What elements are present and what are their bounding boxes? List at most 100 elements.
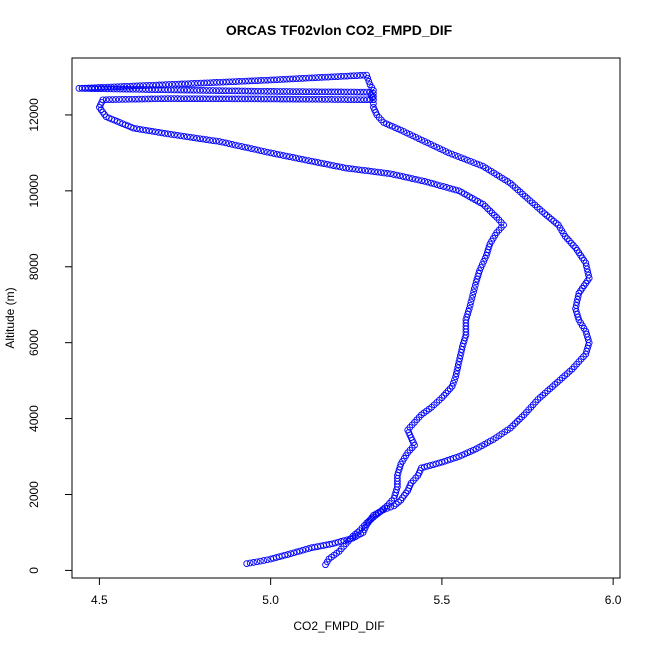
data-point bbox=[347, 88, 355, 96]
data-point bbox=[377, 169, 385, 176]
data-point bbox=[350, 88, 358, 96]
data-point bbox=[231, 87, 239, 95]
data-point bbox=[572, 305, 579, 312]
data-point bbox=[354, 529, 361, 536]
data-point bbox=[284, 551, 292, 558]
y-tick-label: 4000 bbox=[27, 405, 41, 432]
data-point bbox=[396, 172, 404, 180]
data-point bbox=[263, 556, 271, 564]
data-point bbox=[552, 219, 560, 227]
data-point bbox=[314, 159, 322, 166]
data-point bbox=[187, 86, 194, 94]
data-point bbox=[392, 500, 400, 508]
data-point bbox=[353, 96, 361, 103]
data-point bbox=[423, 462, 431, 470]
data-point bbox=[235, 87, 242, 95]
data-point bbox=[328, 96, 336, 103]
data-point bbox=[292, 154, 300, 162]
data-point bbox=[130, 124, 137, 132]
data-point bbox=[452, 370, 460, 378]
data-point bbox=[402, 173, 410, 181]
data-point bbox=[199, 135, 207, 143]
data-point bbox=[280, 76, 287, 83]
data-point bbox=[246, 559, 254, 567]
data-point bbox=[226, 78, 233, 86]
y-tick-label: 6000 bbox=[27, 329, 41, 356]
data-point bbox=[364, 167, 372, 175]
data-point bbox=[320, 160, 328, 168]
data-point bbox=[483, 252, 490, 259]
data-point bbox=[225, 140, 233, 147]
data-point bbox=[442, 389, 450, 397]
data-point bbox=[207, 79, 214, 87]
data-point bbox=[299, 546, 307, 554]
data-point bbox=[88, 84, 96, 92]
data-point bbox=[457, 352, 464, 359]
data-point bbox=[219, 78, 227, 86]
y-tick-label: 2000 bbox=[27, 481, 41, 508]
data-point bbox=[273, 76, 281, 84]
data-point bbox=[479, 200, 487, 208]
data-point bbox=[443, 184, 450, 191]
data-point bbox=[238, 143, 246, 150]
data-point bbox=[213, 79, 221, 86]
data-point bbox=[418, 136, 426, 144]
data-point bbox=[371, 168, 378, 176]
data-point bbox=[367, 515, 375, 523]
data-point bbox=[312, 88, 319, 96]
data-point bbox=[283, 95, 291, 103]
data-point bbox=[162, 81, 170, 88]
data-point bbox=[480, 258, 488, 265]
data-point bbox=[283, 88, 291, 95]
data-point bbox=[107, 83, 115, 91]
data-point bbox=[148, 127, 156, 135]
y-tick-label: 0 bbox=[27, 567, 41, 574]
data-point bbox=[457, 154, 465, 162]
data-point bbox=[438, 458, 446, 466]
data-point bbox=[405, 174, 413, 182]
data-point bbox=[143, 82, 150, 89]
data-point bbox=[448, 150, 456, 158]
data-point bbox=[149, 81, 157, 89]
data-point bbox=[572, 244, 579, 252]
data-point bbox=[585, 274, 593, 282]
data-point bbox=[219, 95, 226, 103]
data-point bbox=[440, 392, 448, 399]
data-point bbox=[351, 531, 359, 538]
data-point bbox=[345, 165, 353, 172]
data-point bbox=[276, 95, 284, 103]
data-point bbox=[152, 81, 160, 89]
data-point bbox=[344, 72, 351, 80]
data-point bbox=[370, 90, 377, 97]
data-point bbox=[321, 88, 329, 96]
data-point bbox=[206, 136, 213, 144]
data-point bbox=[276, 151, 284, 159]
data-point bbox=[296, 95, 303, 103]
data-point bbox=[155, 81, 163, 89]
data-point bbox=[370, 86, 377, 94]
data-point bbox=[459, 343, 466, 350]
data-point bbox=[513, 418, 521, 425]
data-point bbox=[308, 88, 316, 96]
data-point bbox=[133, 82, 141, 90]
data-point bbox=[486, 207, 494, 215]
data-point bbox=[190, 95, 197, 103]
data-point bbox=[315, 95, 323, 103]
data-point bbox=[290, 549, 298, 557]
data-point bbox=[471, 285, 478, 292]
data-point bbox=[260, 87, 268, 95]
data-point bbox=[469, 291, 477, 299]
data-point bbox=[187, 95, 194, 103]
data-point bbox=[199, 95, 207, 103]
data-point bbox=[212, 95, 220, 103]
data-point bbox=[270, 95, 278, 103]
data-point bbox=[363, 71, 370, 79]
data-point bbox=[243, 560, 251, 567]
data-point bbox=[114, 83, 121, 91]
data-point bbox=[180, 132, 188, 140]
data-point bbox=[399, 173, 407, 180]
data-point bbox=[190, 86, 197, 94]
data-point bbox=[190, 134, 197, 142]
data-point bbox=[441, 457, 449, 465]
data-point bbox=[196, 135, 204, 143]
